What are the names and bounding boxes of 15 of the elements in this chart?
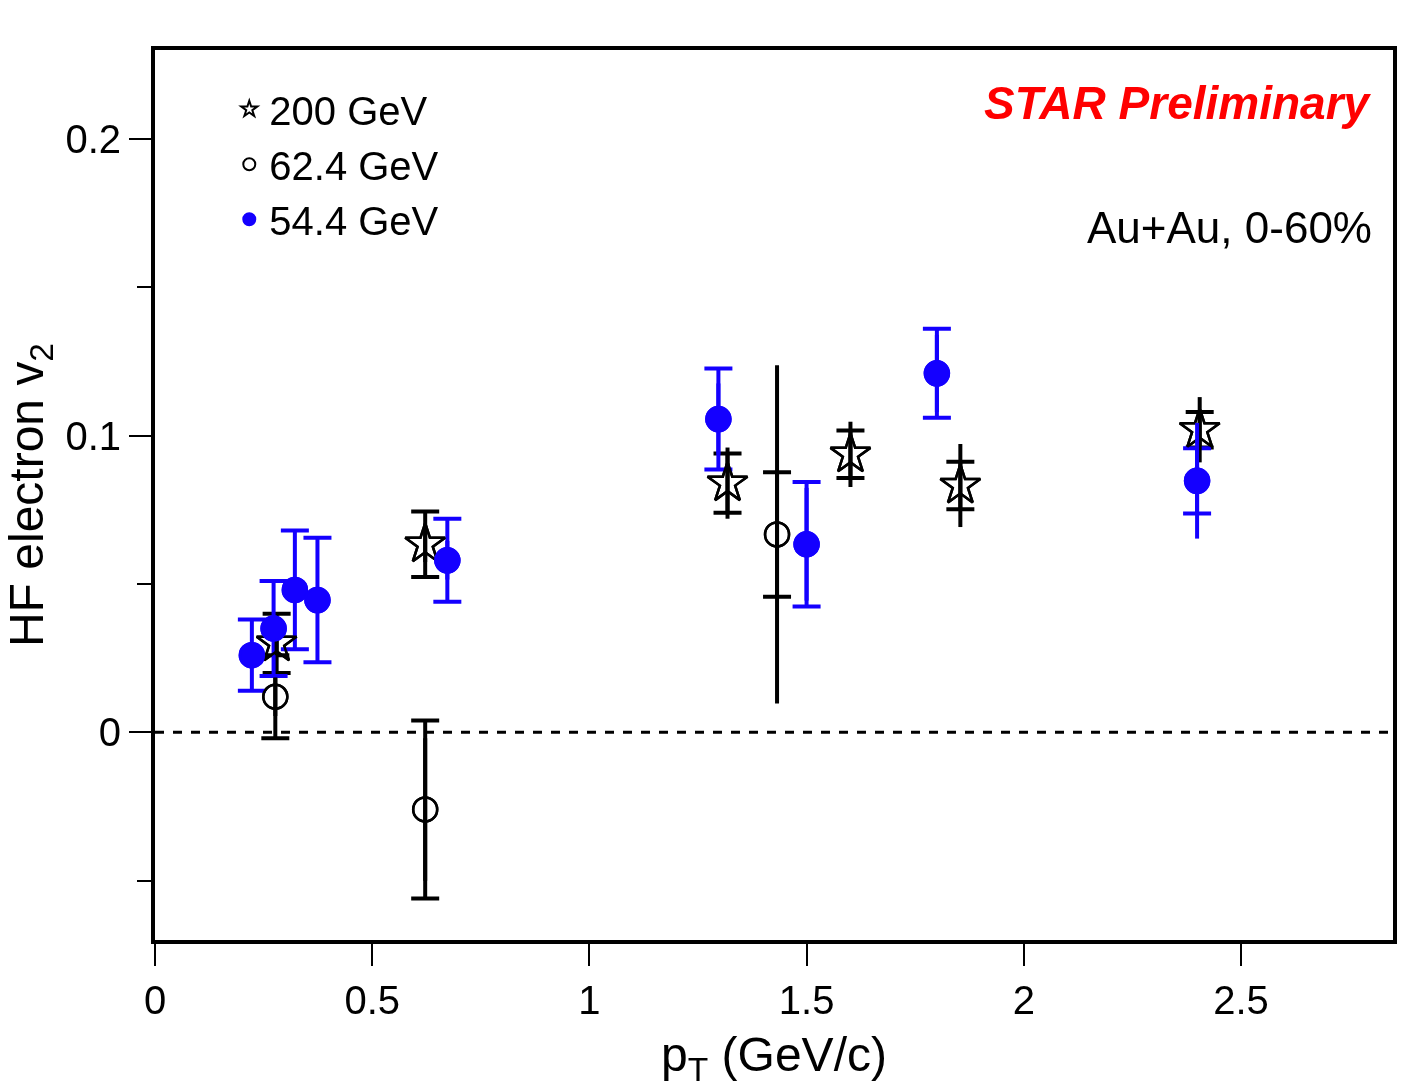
x-tick-label: 2 [1012, 978, 1035, 1022]
y-tick-label: 0 [98, 710, 121, 755]
x-tick-label: 0.5 [344, 978, 400, 1022]
y-tick-label: 0.1 [65, 413, 121, 458]
legend-label: 200 GeV [269, 88, 428, 133]
x-tick-label: 1.5 [778, 978, 835, 1022]
x-axis-title: p$_{T}$ (GeV/c) [661, 1027, 887, 1088]
y-tick-label: 0.2 [65, 117, 121, 161]
annotation: Au+Au, 0-60% [1087, 203, 1372, 252]
x-tick-label: 0 [143, 978, 167, 1022]
annotation: STAR Preliminary [984, 77, 1372, 129]
x-tick-label: 1 [578, 978, 601, 1022]
legend-label: 54.4 GeV [269, 198, 439, 243]
legend-label: 62.4 GeV [269, 143, 439, 188]
x-tick-label: 2.5 [1213, 978, 1269, 1022]
